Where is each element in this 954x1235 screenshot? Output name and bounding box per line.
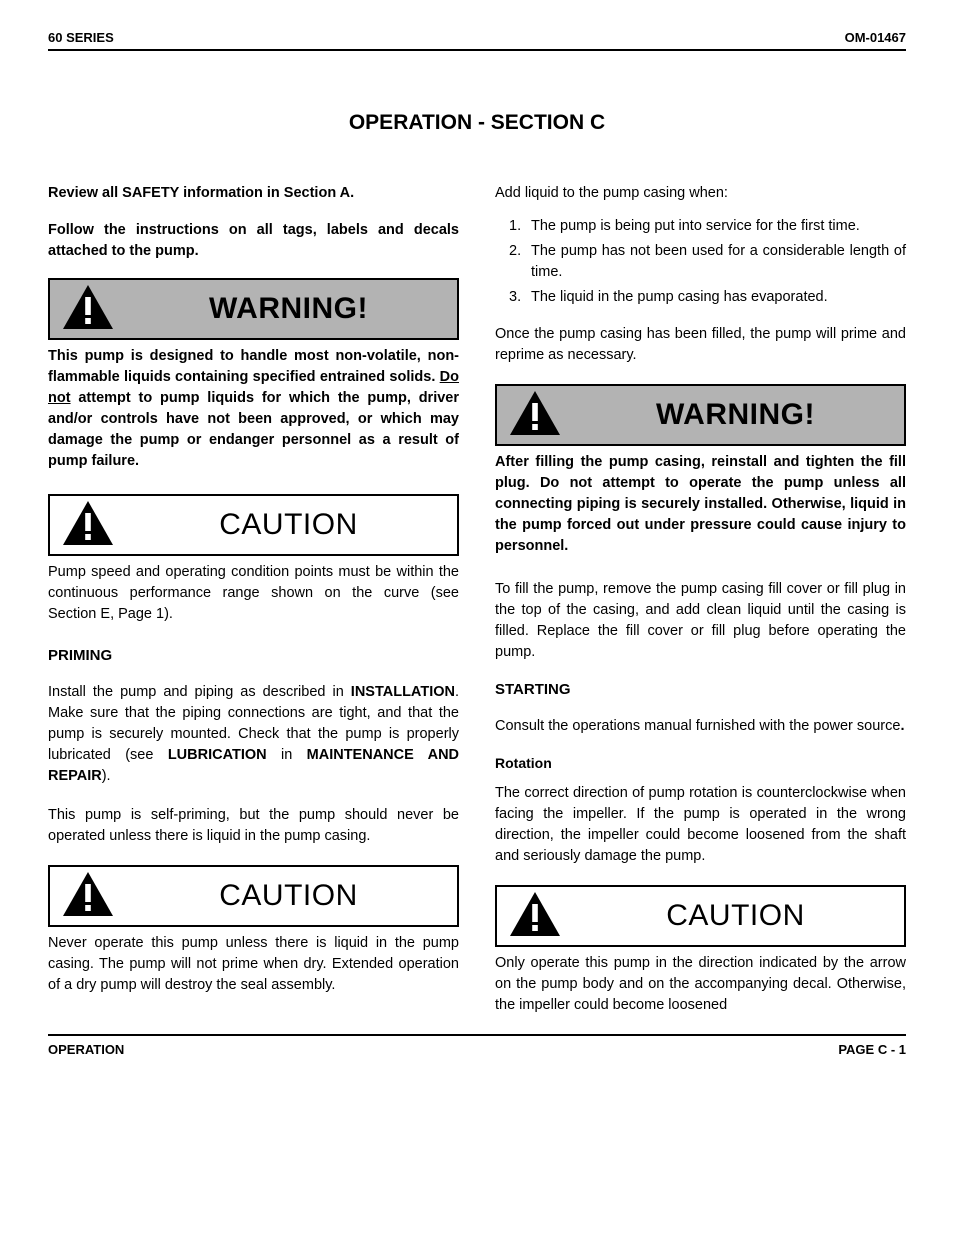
rotation-heading: Rotation — [495, 755, 906, 771]
caution-label: CAUTION — [579, 899, 892, 933]
priming-heading: PRIMING — [48, 647, 459, 664]
list-item: The liquid in the pump casing has evapor… — [531, 287, 906, 308]
page-title: OPERATION - SECTION C — [48, 111, 906, 135]
caution-triangle-icon — [509, 891, 561, 942]
warning-1-body-post: attempt to pump liquids for which the pu… — [48, 390, 459, 469]
priming-p2: This pump is self-priming, but the pump … — [48, 805, 459, 847]
fill-para: To fill the pump, remove the pump casing… — [495, 579, 906, 663]
warning-triangle-icon — [62, 284, 114, 335]
caution-box-2: CAUTION — [48, 865, 459, 927]
caution-box-3: CAUTION — [495, 885, 906, 947]
priming-p1-post: ). — [102, 768, 111, 784]
list-item: The pump has not been used for a conside… — [531, 241, 906, 283]
caution-1-body: Pump speed and operating condition point… — [48, 562, 459, 625]
header-doc-id: OM-01467 — [845, 30, 906, 45]
priming-p1-b1: INSTALLATION — [351, 684, 455, 700]
caution-2-body: Never operate this pump unless there is … — [48, 933, 459, 996]
warning-box-2: WARNING! — [495, 384, 906, 446]
page-header: 60 SERIES OM-01467 — [48, 30, 906, 51]
starting-p1-pre: Consult the operations manual furnished … — [495, 718, 900, 734]
warning-label: WARNING! — [132, 292, 445, 326]
caution-label: CAUTION — [132, 508, 445, 542]
priming-p1-b2: LUBRICATION — [168, 747, 267, 763]
caution-triangle-icon — [62, 500, 114, 551]
page-footer: OPERATION PAGE C - 1 — [48, 1034, 906, 1057]
starting-p1-period: . — [900, 718, 904, 734]
warning-2-body: After filling the pump casing, reinstall… — [495, 452, 906, 557]
warning-1-body-pre: This pump is designed to handle most non… — [48, 348, 459, 385]
caution-box-1: CAUTION — [48, 494, 459, 556]
list-item: The pump is being put into service for t… — [531, 216, 906, 237]
footer-page-number: PAGE C - 1 — [838, 1042, 906, 1057]
rotation-p1: The correct direction of pump rotation i… — [495, 783, 906, 867]
once-filled: Once the pump casing has been filled, th… — [495, 324, 906, 366]
warning-triangle-icon — [509, 390, 561, 441]
content-columns: Review all SAFETY information in Section… — [48, 183, 906, 1016]
add-liquid-list: The pump is being put into service for t… — [495, 216, 906, 308]
starting-heading: STARTING — [495, 681, 906, 698]
header-series: 60 SERIES — [48, 30, 114, 45]
footer-section: OPERATION — [48, 1042, 124, 1057]
warning-label: WARNING! — [579, 398, 892, 432]
priming-p1-mid2: in — [267, 747, 307, 763]
caution-3-body: Only operate this pump in the direction … — [495, 953, 906, 1016]
caution-label: CAUTION — [132, 879, 445, 913]
warning-1-body: This pump is designed to handle most non… — [48, 346, 459, 472]
add-liquid-intro: Add liquid to the pump casing when: — [495, 183, 906, 204]
intro-follow-tags: Follow the instructions on all tags, lab… — [48, 220, 459, 262]
right-column: Add liquid to the pump casing when: The … — [495, 183, 906, 1016]
intro-safety-review: Review all SAFETY information in Section… — [48, 183, 459, 204]
caution-triangle-icon — [62, 871, 114, 922]
priming-p1: Install the pump and piping as described… — [48, 682, 459, 787]
left-column: Review all SAFETY information in Section… — [48, 183, 459, 1016]
priming-p1-pre: Install the pump and piping as described… — [48, 684, 351, 700]
starting-p1: Consult the operations manual furnished … — [495, 716, 906, 737]
warning-box-1: WARNING! — [48, 278, 459, 340]
